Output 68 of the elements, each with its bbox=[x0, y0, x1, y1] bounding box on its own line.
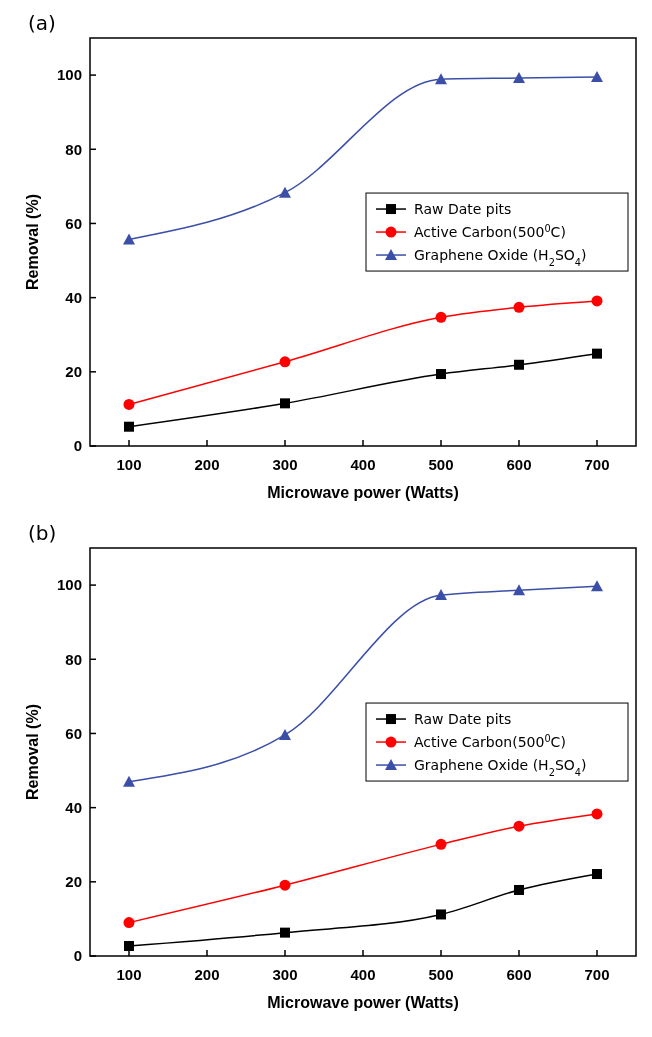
y-tick-label: 80 bbox=[65, 140, 82, 158]
y-tick-label: 40 bbox=[65, 798, 82, 816]
x-tick-label: 400 bbox=[350, 966, 376, 983]
point bbox=[591, 295, 603, 307]
point bbox=[435, 589, 447, 601]
y-tick-label: 0 bbox=[73, 947, 82, 965]
x-tick-label: 600 bbox=[506, 966, 532, 983]
point bbox=[513, 301, 525, 313]
point bbox=[436, 909, 446, 920]
chart-title: (a) bbox=[28, 11, 56, 35]
point bbox=[123, 398, 135, 410]
x-tick-label: 200 bbox=[194, 966, 220, 983]
point bbox=[279, 879, 291, 891]
x-tick-label: 200 bbox=[194, 456, 220, 473]
y-tick-label: 20 bbox=[65, 873, 82, 891]
point bbox=[513, 72, 525, 84]
point bbox=[514, 359, 524, 370]
y-tick-label: 100 bbox=[56, 576, 82, 594]
y-tick-label: 100 bbox=[56, 66, 82, 84]
point bbox=[435, 838, 447, 850]
point bbox=[124, 421, 134, 432]
legend-label: Active Carbon(500$^{0}$C) bbox=[414, 732, 566, 750]
chart-title: (b) bbox=[28, 521, 57, 545]
point bbox=[591, 808, 603, 820]
point bbox=[123, 233, 135, 245]
point bbox=[279, 356, 291, 368]
point bbox=[591, 70, 603, 82]
point bbox=[436, 369, 446, 380]
point bbox=[514, 884, 524, 895]
point bbox=[592, 348, 602, 359]
point bbox=[592, 869, 602, 880]
x-axis-title: Microwave power (Watts) bbox=[267, 484, 459, 501]
legend-label: Graphene Oxide (H$_{2}$SO$_{4}$) bbox=[414, 246, 587, 268]
x-tick-label: 300 bbox=[272, 456, 298, 473]
point bbox=[435, 73, 447, 85]
point bbox=[279, 186, 291, 198]
point bbox=[591, 580, 603, 592]
y-tick-label: 20 bbox=[65, 363, 82, 381]
point bbox=[513, 820, 525, 832]
legend-label: Raw Date pits bbox=[414, 710, 512, 727]
legend-label: Raw Date pits bbox=[414, 200, 512, 217]
point bbox=[124, 940, 134, 951]
y-axis-title: Removal (%) bbox=[24, 193, 41, 291]
y-tick-label: 60 bbox=[65, 724, 82, 742]
point bbox=[435, 311, 447, 323]
point bbox=[279, 728, 291, 740]
y-tick-label: 80 bbox=[65, 650, 82, 668]
y-axis-title: Removal (%) bbox=[24, 703, 41, 801]
x-tick-label: 300 bbox=[272, 966, 298, 983]
x-axis-title: Microwave power (Watts) bbox=[267, 994, 459, 1011]
x-tick-label: 700 bbox=[584, 966, 610, 983]
y-tick-label: 60 bbox=[65, 214, 82, 232]
x-tick-label: 100 bbox=[116, 966, 142, 983]
legend-label: Graphene Oxide (H$_{2}$SO$_{4}$) bbox=[414, 756, 587, 778]
x-tick-label: 400 bbox=[350, 456, 376, 473]
legend-label: Active Carbon(500$^{0}$C) bbox=[414, 222, 566, 240]
x-tick-label: 500 bbox=[428, 966, 454, 983]
x-tick-label: 100 bbox=[116, 456, 142, 473]
point bbox=[513, 584, 525, 596]
x-tick-label: 700 bbox=[584, 456, 610, 473]
point bbox=[123, 917, 135, 929]
y-tick-label: 0 bbox=[73, 437, 82, 455]
point bbox=[123, 775, 135, 787]
point bbox=[280, 398, 290, 409]
y-tick-label: 40 bbox=[65, 288, 82, 306]
x-tick-label: 500 bbox=[428, 456, 454, 473]
x-tick-label: 600 bbox=[506, 456, 532, 473]
point bbox=[280, 927, 290, 938]
